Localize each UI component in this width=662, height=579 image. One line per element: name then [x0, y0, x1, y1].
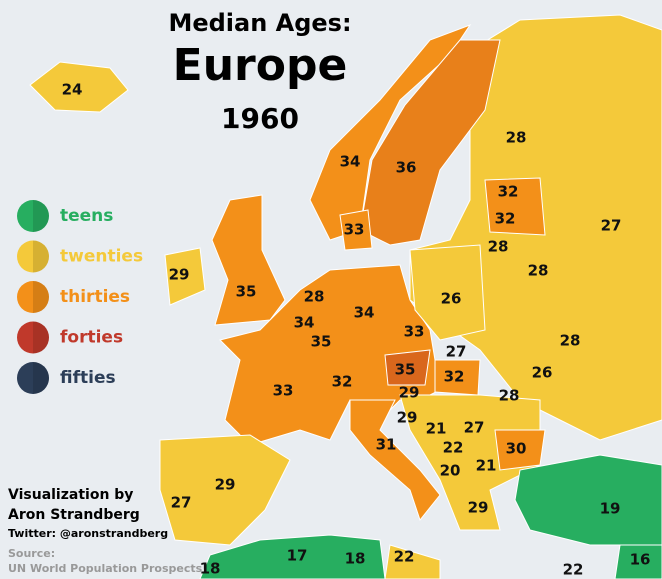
bulgaria: [494, 429, 546, 471]
median-age: 22: [443, 439, 464, 457]
legend-label: forties: [60, 328, 123, 348]
median-age: 32: [332, 373, 353, 391]
median-age: 27: [601, 217, 622, 235]
year: 1960: [221, 102, 299, 135]
median-age: 27: [171, 494, 192, 512]
median-age: 29: [397, 409, 418, 427]
legend-label: thirties: [60, 287, 130, 307]
median-age: 36: [396, 159, 417, 177]
legend-swatch-shade: [33, 362, 49, 394]
africa: [199, 534, 386, 579]
legend-swatch-shade: [33, 240, 49, 273]
median-age: 21: [426, 420, 447, 438]
median-age: 29: [215, 476, 236, 494]
median-age: 28: [499, 387, 520, 405]
sweden: [359, 39, 501, 246]
baltic: [484, 177, 546, 236]
ireland: [164, 247, 206, 306]
median-age: 19: [600, 500, 621, 518]
median-age: 28: [560, 332, 581, 350]
median-age: 26: [441, 290, 462, 308]
median-age: 34: [354, 304, 375, 322]
credit-twitter: Twitter: @aronstrandberg: [8, 527, 168, 540]
median-age: 35: [311, 333, 332, 351]
median-age: 29: [399, 384, 420, 402]
median-age: 29: [468, 499, 489, 517]
median-age: 31: [376, 436, 397, 454]
legend-swatch: [17, 362, 49, 394]
source: UN World Population Prospects: [8, 562, 203, 575]
legend-swatch-shade: [33, 200, 49, 232]
legend-swatch-shade: [33, 281, 49, 313]
median-age: 33: [404, 323, 425, 341]
legend-swatch: [17, 200, 49, 232]
balkans: [399, 394, 541, 531]
land: [29, 14, 662, 579]
median-age: 34: [340, 153, 361, 171]
credit-line: Aron Strandberg: [8, 507, 140, 523]
title: Median Ages:: [168, 9, 351, 37]
legend: teens twenties thirties forties fifties: [17, 200, 143, 394]
source-label: Source:: [8, 547, 55, 560]
median-age: 18: [345, 550, 366, 568]
median-age: 28: [488, 238, 509, 256]
median-age: 35: [236, 283, 257, 301]
median-age: 18: [200, 560, 221, 578]
median-age: 33: [273, 382, 294, 400]
legend-swatch: [17, 240, 49, 273]
median-age: 17: [287, 547, 308, 565]
legend-swatch-shade: [33, 321, 49, 354]
median-age: 22: [563, 561, 584, 579]
median-age: 20: [440, 462, 461, 480]
median-age: 28: [528, 262, 549, 280]
italy: [349, 399, 441, 522]
credit-line: Visualization by: [8, 487, 133, 503]
poland: [409, 244, 486, 341]
median-age: 30: [506, 440, 527, 458]
median-age: 29: [169, 266, 190, 284]
median-age: 28: [304, 288, 325, 306]
legend-label: twenties: [60, 247, 143, 267]
median-age: 35: [395, 361, 416, 379]
median-age: 32: [495, 210, 516, 228]
legend-label: teens: [60, 206, 113, 226]
median-age: 34: [294, 314, 315, 332]
median-age: 16: [630, 551, 651, 569]
median-age: 33: [344, 221, 365, 239]
median-age: 22: [394, 548, 415, 566]
median-age: 32: [444, 368, 465, 386]
median-age: 26: [532, 364, 553, 382]
turkey: [514, 454, 662, 546]
median-age: 27: [464, 419, 485, 437]
iceland: [29, 61, 129, 113]
austria: [384, 349, 431, 386]
region: Europe: [173, 40, 348, 91]
median-age: 32: [498, 183, 519, 201]
denmark: [339, 209, 373, 251]
legend-label: fifties: [60, 368, 116, 388]
median-age: 28: [506, 129, 527, 147]
syria: [614, 544, 662, 579]
iberia: [159, 434, 291, 546]
legend-swatch: [17, 281, 49, 313]
median-age: 24: [62, 81, 83, 99]
median-age: 27: [446, 343, 467, 361]
legend-swatch: [17, 321, 49, 354]
norway: [309, 23, 472, 241]
median-age: 21: [476, 457, 497, 475]
libya: [384, 544, 441, 579]
